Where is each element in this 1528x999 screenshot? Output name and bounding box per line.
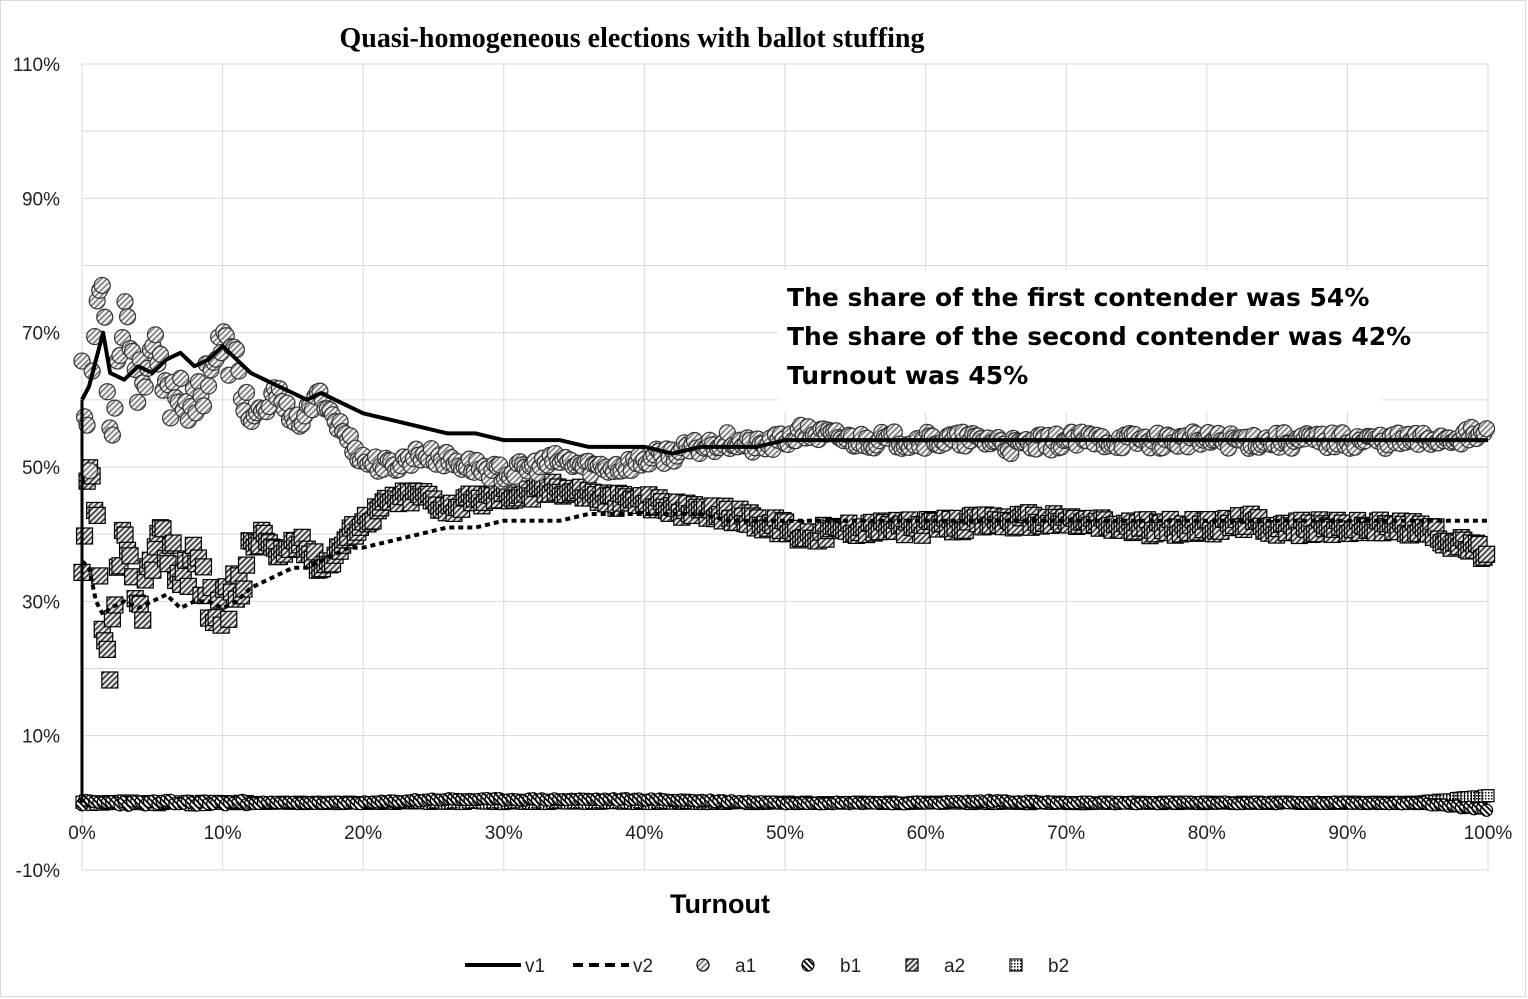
series-layer (73, 276, 1496, 817)
tick-labels: 0% 10% 20% 30% 40% 50% 60% 70% 80% 90% 100% 110% 90%… (13, 55, 1513, 882)
annotation-background (778, 270, 1382, 412)
point-a1 (103, 426, 121, 444)
point-a2 (116, 526, 134, 544)
annotation-box: The share of the first contender was 54%… (778, 270, 1411, 412)
point-a1 (237, 383, 256, 402)
y-tick-label: 110% (13, 55, 60, 76)
series-v2-line (80, 512, 1488, 617)
point-a2 (1477, 545, 1496, 563)
point-a2 (194, 558, 213, 576)
point-a2 (179, 577, 197, 595)
legend: v1 v2 a1 b1 a2 b2 (465, 956, 1069, 977)
series-a2 (73, 459, 1496, 689)
annotation-line-1: The share of the first contender was 54% (787, 283, 1369, 312)
legend-swatch-a2 (905, 958, 919, 972)
legend-swatch-b1 (801, 958, 815, 972)
legend-label-b1: b1 (840, 956, 861, 977)
legend-label-v2: v2 (633, 956, 653, 977)
x-tick-label: 90% (1328, 823, 1366, 844)
x-tick-label: 20% (344, 823, 382, 844)
point-a1 (172, 369, 190, 387)
legend-label-a1: a1 (735, 956, 756, 977)
point-a1 (151, 345, 170, 363)
x-tick-label: 40% (625, 823, 663, 844)
y-tick-label: 70% (22, 324, 60, 345)
legend-item-b2: b2 (1009, 956, 1069, 977)
point-a2 (91, 567, 109, 585)
point-a2 (121, 547, 139, 565)
point-a1 (116, 293, 134, 311)
point-a1 (98, 383, 116, 401)
point-a2 (88, 506, 106, 524)
point-a1 (146, 326, 164, 344)
x-tick-label: 70% (1047, 823, 1085, 844)
point-a2 (220, 610, 238, 628)
point-a2 (98, 640, 116, 658)
legend-item-v2: v2 (573, 956, 653, 977)
x-tick-label: 0% (68, 823, 96, 844)
y-tick-label: 10% (22, 727, 60, 748)
x-tick-label: 60% (907, 823, 945, 844)
point-a2 (75, 527, 94, 545)
series-b1 (75, 791, 1494, 817)
point-a2 (134, 611, 152, 629)
point-a1 (161, 409, 180, 427)
point-a1 (199, 377, 218, 395)
x-tick-label: 100% (1464, 823, 1513, 844)
x-tick-label: 30% (485, 823, 523, 844)
point-b2 (1481, 789, 1495, 803)
series-v1-line (80, 330, 1488, 456)
x-tick-label: 80% (1188, 823, 1226, 844)
x-tick-label: 10% (204, 823, 242, 844)
legend-item-a2: a2 (905, 956, 965, 977)
annotation-line-2: The share of the second contender was 42… (787, 322, 1411, 351)
point-a1 (106, 399, 124, 417)
legend-item-v1: v1 (465, 956, 545, 977)
point-b1 (1479, 803, 1494, 817)
point-a2 (164, 534, 182, 552)
legend-swatch-a1 (696, 958, 710, 972)
point-a2 (101, 671, 119, 689)
grid (81, 63, 1489, 871)
x-tick-label: 50% (766, 823, 804, 844)
legend-item-b1: b1 (801, 956, 861, 977)
point-a1 (93, 276, 111, 295)
legend-label-a2: a2 (944, 956, 965, 977)
point-a1 (80, 462, 99, 480)
point-a1 (1477, 420, 1496, 438)
legend-item-a1: a1 (696, 956, 756, 977)
point-a1 (118, 308, 137, 326)
point-a1 (96, 308, 114, 326)
legend-swatch-b2 (1009, 958, 1023, 972)
y-tick-label: 30% (22, 592, 60, 613)
point-a1 (129, 393, 147, 411)
chart-title: Quasi-homogeneous elections with ballot … (340, 23, 925, 54)
point-a1 (194, 397, 213, 415)
point-a2 (237, 556, 256, 574)
point-a2 (306, 543, 324, 561)
annotation-line-3: Turnout was 45% (787, 361, 1028, 390)
legend-label-b2: b2 (1048, 956, 1069, 977)
x-axis-label: Turnout (670, 889, 770, 919)
point-a1 (136, 378, 154, 396)
y-tick-label: 50% (22, 458, 60, 479)
y-tick-label: 90% (22, 189, 60, 210)
y-tick-label: -10% (16, 861, 60, 882)
legend-label-v1: v1 (525, 956, 545, 977)
